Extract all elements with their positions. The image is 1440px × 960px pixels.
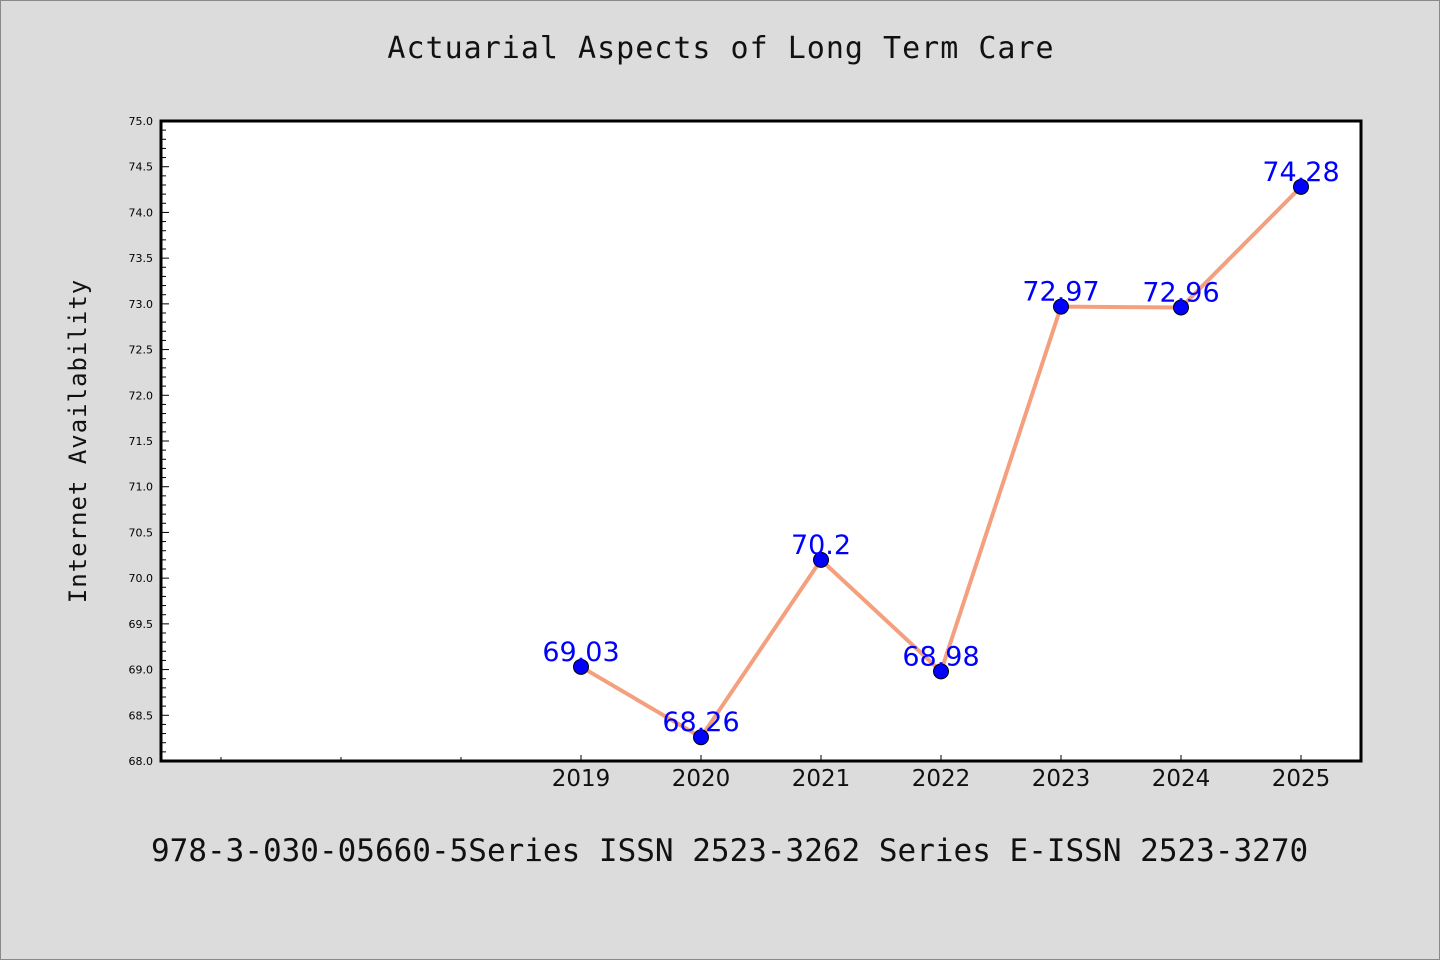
y-tick-label: 68.5 [129,709,154,722]
data-point [1053,298,1069,315]
x-tick-label: 2025 [1272,766,1331,792]
y-tick-label: 69.5 [129,618,154,631]
data-label: 72.96 [1142,278,1219,309]
data-label: 74.28 [1262,157,1339,188]
x-tick-label: 2020 [672,766,731,792]
y-tick-label: 71.0 [129,481,154,494]
y-axis-label: Internet Availability [64,279,92,603]
data-point [1173,299,1189,316]
plot-area [161,121,1361,761]
x-tick-label: 2024 [1152,766,1211,792]
y-tick-label: 75.0 [129,115,154,128]
y-tick-label: 72.5 [129,344,154,357]
y-tick-label: 68.0 [129,755,154,768]
y-tick-label: 73.5 [129,252,154,265]
y-tick-label: 72.0 [129,389,154,402]
x-tick-label: 2019 [552,766,611,792]
x-tick-label: 2023 [1032,766,1091,792]
y-tick-label: 70.0 [129,572,154,585]
y-tick-label: 74.0 [129,206,154,219]
data-label: 68.26 [662,707,739,738]
data-point [933,663,949,680]
data-point [573,658,589,675]
y-tick-label: 73.0 [129,298,154,311]
y-tick-label: 74.5 [129,161,154,174]
data-label: 69.03 [542,637,619,668]
data-point [1293,178,1309,195]
x-tick-label: 2021 [792,766,851,792]
data-label: 68.98 [902,641,979,672]
y-tick-label: 69.0 [129,664,154,677]
data-point [693,729,709,746]
data-label: 70.2 [791,530,851,561]
chart-title: Actuarial Aspects of Long Term Care [387,31,1055,66]
y-tick-label: 71.5 [129,435,154,448]
plot-frame [159,119,1363,763]
y-tick-label: 70.5 [129,526,154,539]
x-tick-label: 2022 [912,766,971,792]
data-label: 72.97 [1022,277,1099,308]
data-point [813,551,829,568]
footer-isbn-text: 978-3-030-05660-5Series ISSN 2523-3262 S… [151,833,1309,869]
